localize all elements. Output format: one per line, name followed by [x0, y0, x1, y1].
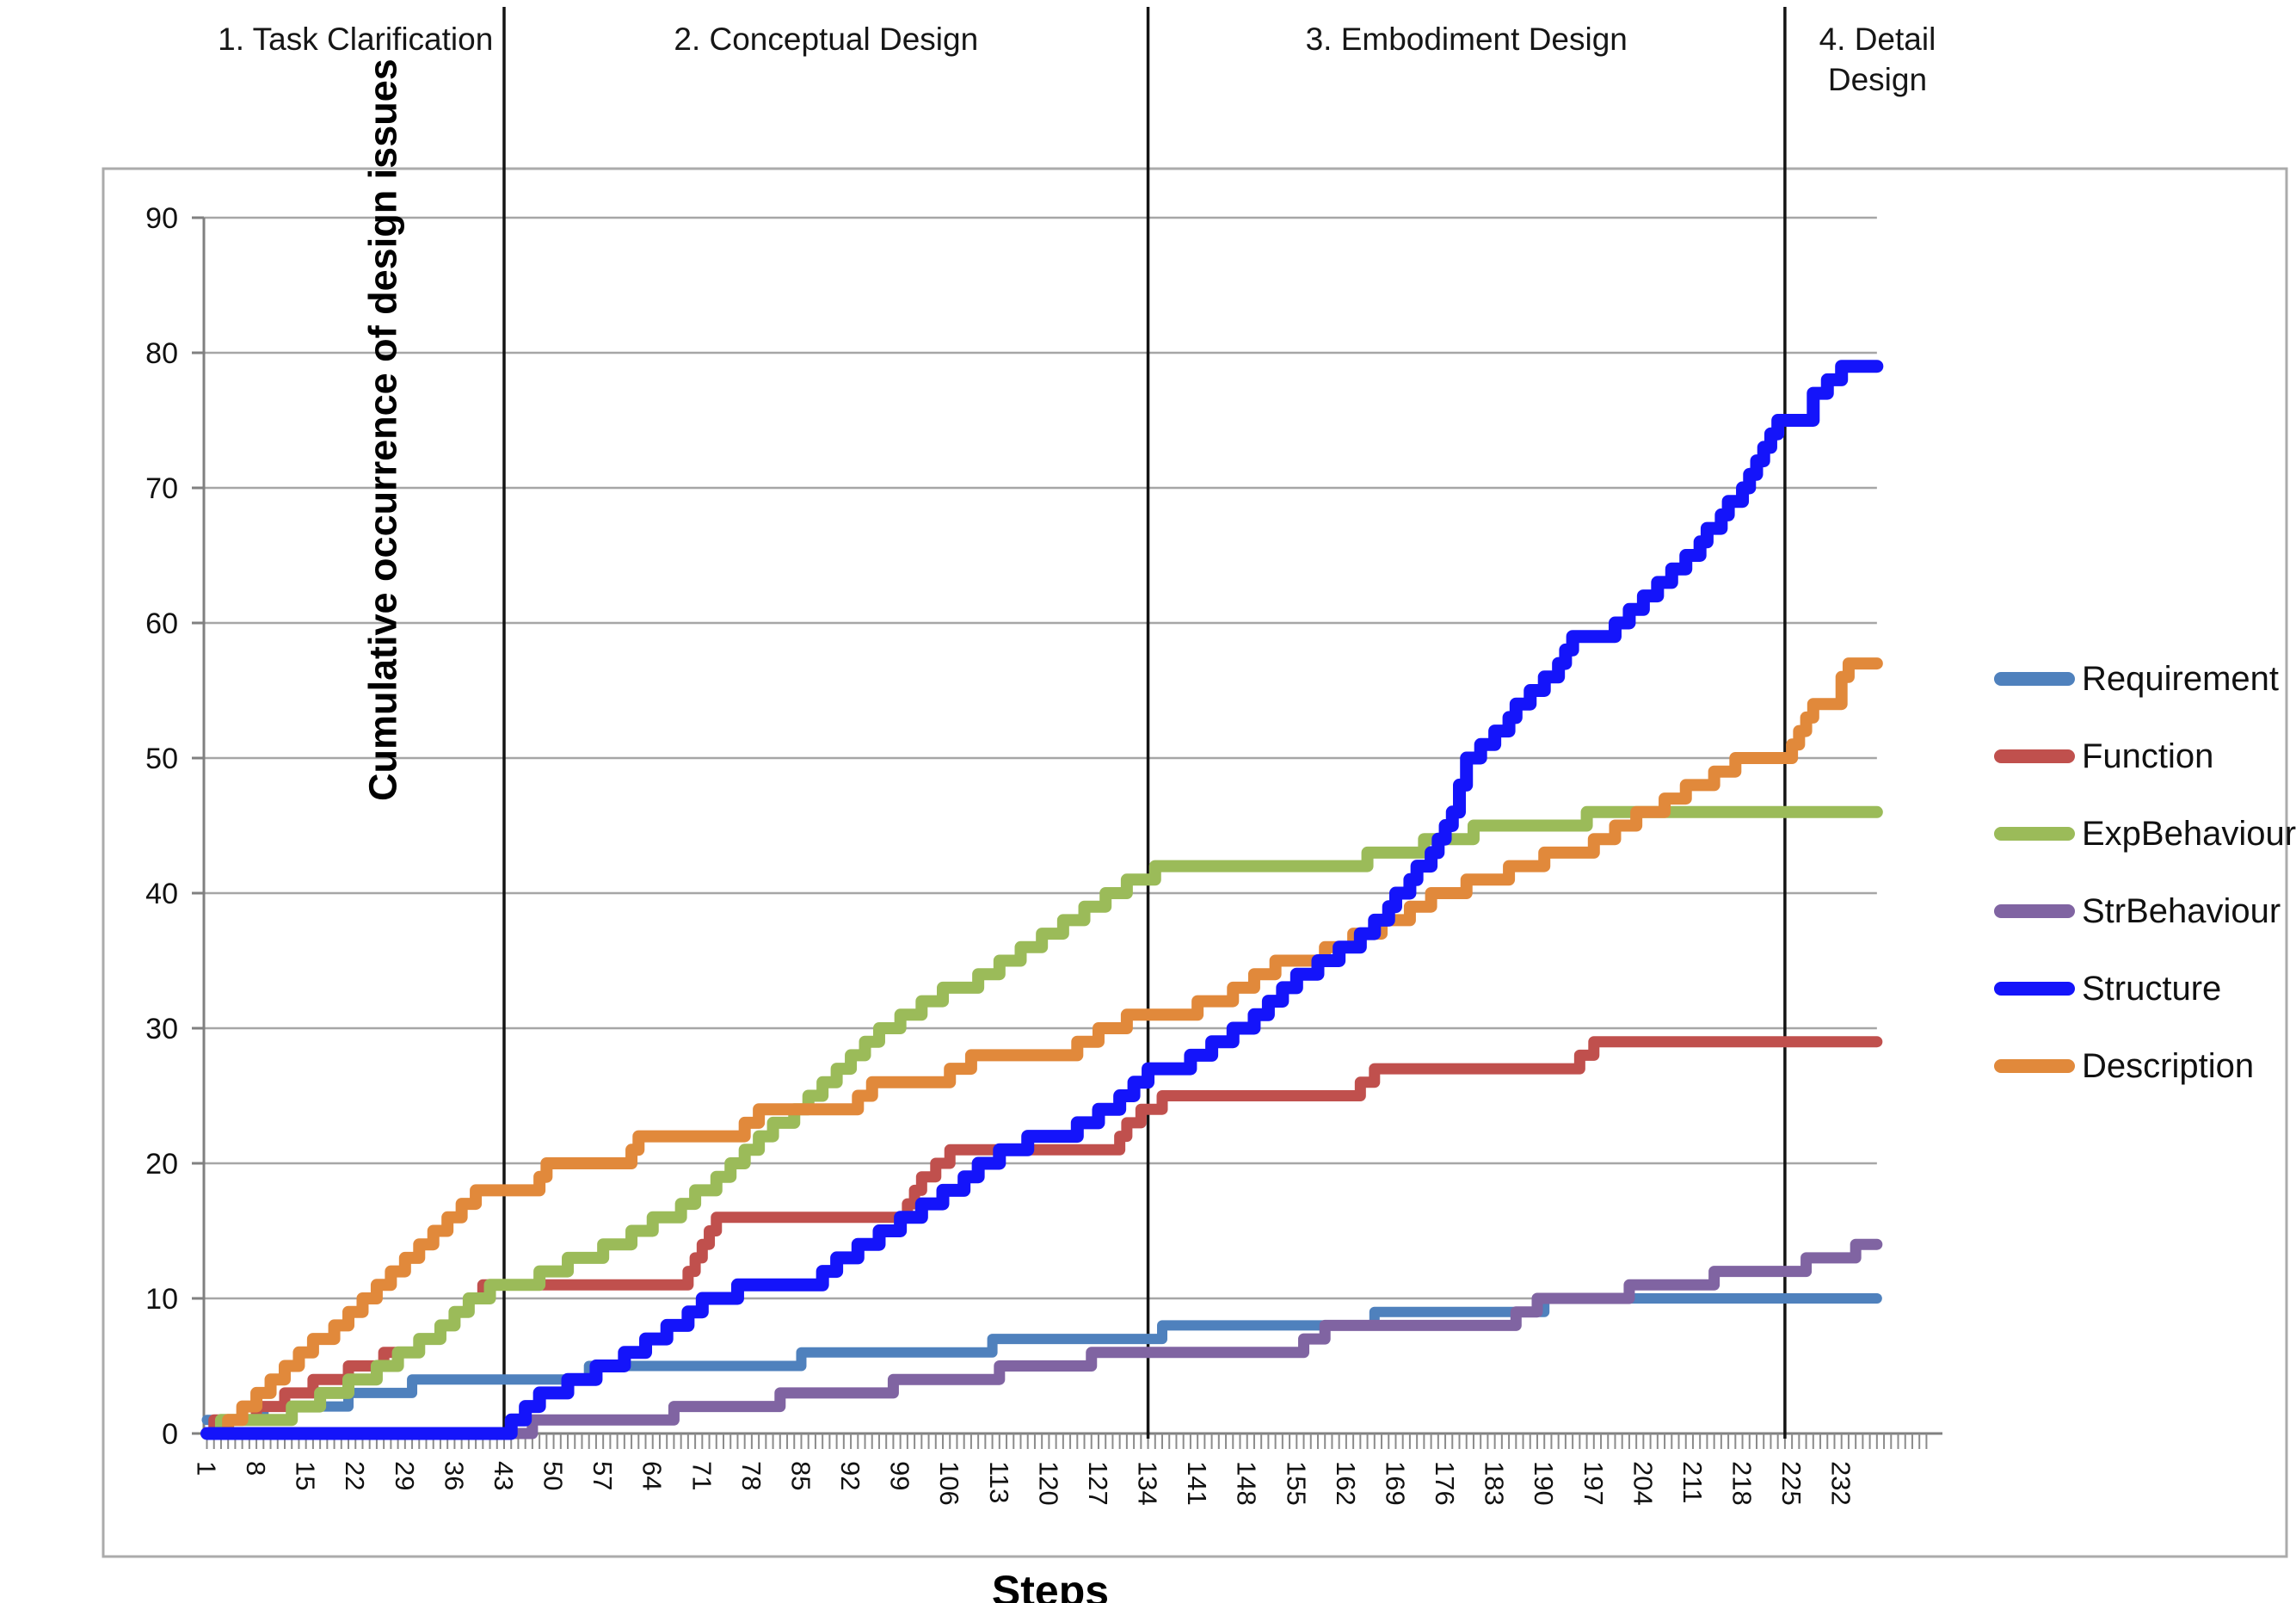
x-tick-label-197: 197 — [1579, 1461, 1609, 1506]
x-tick-label-92: 92 — [835, 1461, 865, 1490]
x-tick-label-190: 190 — [1529, 1461, 1559, 1506]
y-axis-title: Cumulative occurrence of design issues — [360, 59, 405, 801]
x-tick-label-232: 232 — [1826, 1461, 1856, 1506]
plot-frame — [102, 167, 2288, 1558]
x-tick-label-22: 22 — [340, 1461, 370, 1490]
legend-swatch-requirement — [1994, 672, 2075, 686]
legend-label-structure: Structure — [2082, 969, 2222, 1008]
x-tick-label-36: 36 — [439, 1461, 469, 1490]
x-tick-label-57: 57 — [588, 1461, 618, 1490]
y-tick-label-0: 0 — [162, 1418, 178, 1451]
series-line-description — [200, 657, 1883, 1440]
x-tick-label-29: 29 — [390, 1461, 420, 1490]
series-line-function — [201, 1036, 1883, 1440]
phase-label-4: 4. Detail Design — [1819, 22, 1936, 97]
x-tick-label-141: 141 — [1182, 1461, 1212, 1506]
x-tick-label-218: 218 — [1727, 1461, 1757, 1506]
x-axis-title: Steps — [991, 1567, 1110, 1603]
series-line-structure — [200, 360, 1884, 1440]
x-tick-label-169: 169 — [1380, 1461, 1410, 1506]
legend-swatch-description — [1994, 1059, 2075, 1073]
x-tick-label-211: 211 — [1677, 1461, 1708, 1503]
x-tick-label-113: 113 — [984, 1461, 1014, 1503]
y-tick-label-50: 50 — [145, 743, 178, 775]
x-tick-label-85: 85 — [785, 1461, 816, 1490]
x-tick-label-106: 106 — [934, 1461, 964, 1506]
x-tick-label-50: 50 — [539, 1461, 569, 1490]
legend-swatch-function — [1994, 749, 2075, 763]
legend-item-function: Function — [1994, 718, 2296, 795]
phase-label-2: 2. Conceptual Design — [674, 22, 979, 57]
legend-swatch-strbehaviour — [1994, 904, 2075, 918]
phase-label-3: 3. Embodiment Design — [1305, 22, 1628, 57]
legend-label-expbehaviour: ExpBehaviour — [2082, 814, 2296, 853]
series-line-strbehaviour — [201, 1238, 1883, 1440]
legend-label-description: Description — [2082, 1046, 2255, 1085]
legend-swatch-expbehaviour — [1994, 827, 2075, 841]
x-tick-label-155: 155 — [1281, 1461, 1311, 1506]
legend-swatch-structure — [1994, 982, 2075, 996]
x-tick-label-183: 183 — [1480, 1461, 1510, 1506]
x-tick-label-127: 127 — [1083, 1461, 1113, 1506]
x-tick-label-78: 78 — [736, 1461, 766, 1490]
legend-label-requirement: Requirement — [2082, 659, 2280, 698]
y-tick-label-70: 70 — [145, 472, 178, 505]
legend-item-description: Description — [1994, 1027, 2296, 1105]
x-tick-label-43: 43 — [489, 1461, 519, 1490]
legend-item-structure: Structure — [1994, 950, 2296, 1027]
y-tick-label-80: 80 — [145, 337, 178, 370]
y-tick-label-30: 30 — [145, 1013, 178, 1045]
legend-item-requirement: Requirement — [1994, 640, 2296, 718]
legend-label-strbehaviour: StrBehaviour — [2082, 891, 2281, 930]
x-tick-label-1: 1 — [192, 1461, 222, 1476]
legend: Requirement Function ExpBehaviour StrBehavi… — [1994, 640, 2296, 1105]
x-tick-label-15: 15 — [291, 1461, 321, 1490]
x-tick-label-120: 120 — [1033, 1461, 1063, 1506]
y-tick-label-20: 20 — [145, 1148, 178, 1181]
x-tick-label-134: 134 — [1133, 1461, 1163, 1506]
series-line-expbehaviour — [200, 805, 1883, 1440]
x-tick-label-204: 204 — [1628, 1461, 1658, 1506]
x-tick-label-64: 64 — [637, 1461, 668, 1490]
legend-item-strbehaviour: StrBehaviour — [1994, 872, 2296, 950]
x-tick-label-162: 162 — [1331, 1461, 1361, 1506]
x-tick-label-148: 148 — [1232, 1461, 1262, 1506]
legend-label-function: Function — [2082, 737, 2214, 775]
x-tick-label-8: 8 — [241, 1461, 271, 1476]
legend-item-expbehaviour: ExpBehaviour — [1994, 795, 2296, 872]
phase-label-1: 1. Task Clarification — [218, 22, 494, 57]
y-tick-label-40: 40 — [145, 878, 178, 910]
x-tick-label-176: 176 — [1430, 1461, 1460, 1506]
x-tick-label-71: 71 — [686, 1461, 717, 1490]
y-tick-label-60: 60 — [145, 607, 178, 640]
x-tick-label-99: 99 — [885, 1461, 915, 1490]
y-tick-label-10: 10 — [145, 1283, 178, 1316]
y-tick-label-90: 90 — [145, 202, 178, 235]
x-tick-label-225: 225 — [1776, 1461, 1807, 1506]
series-line-requirement — [201, 1293, 1882, 1426]
